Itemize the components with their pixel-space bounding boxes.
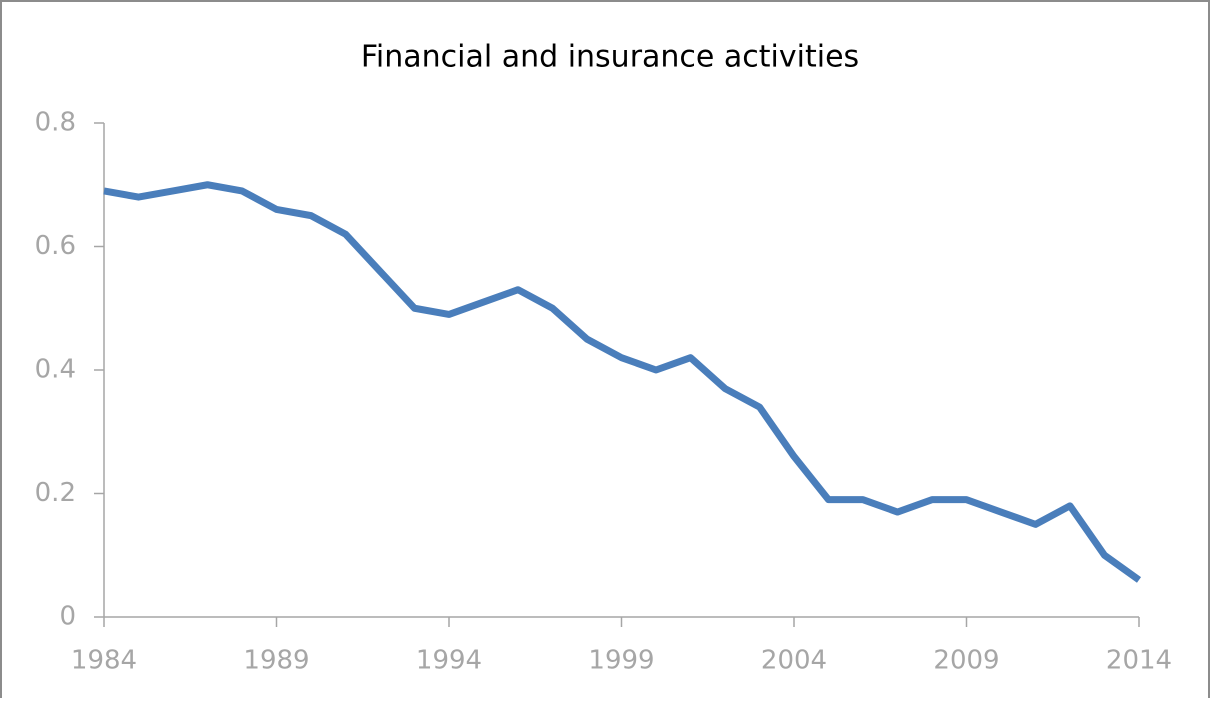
- data-line: [103, 181, 1142, 583]
- y-tick-label: 0: [59, 602, 76, 632]
- x-tick-label: 1994: [416, 646, 482, 676]
- x-tick-label: 1984: [71, 646, 137, 676]
- x-tick-label: 2009: [933, 646, 999, 676]
- chart-title: Financial and insurance activities: [361, 40, 859, 75]
- x-tick-label: 1989: [243, 646, 309, 676]
- x-tick-label: 2004: [761, 646, 827, 676]
- y-tick-label: 0.8: [35, 108, 76, 138]
- y-tick-label: 0.2: [35, 478, 76, 508]
- y-tick-label: 0.6: [35, 231, 76, 261]
- y-tick-label: 0.4: [35, 355, 76, 385]
- x-tick-label: 1999: [588, 646, 654, 676]
- x-tick-label: 2014: [1106, 646, 1172, 676]
